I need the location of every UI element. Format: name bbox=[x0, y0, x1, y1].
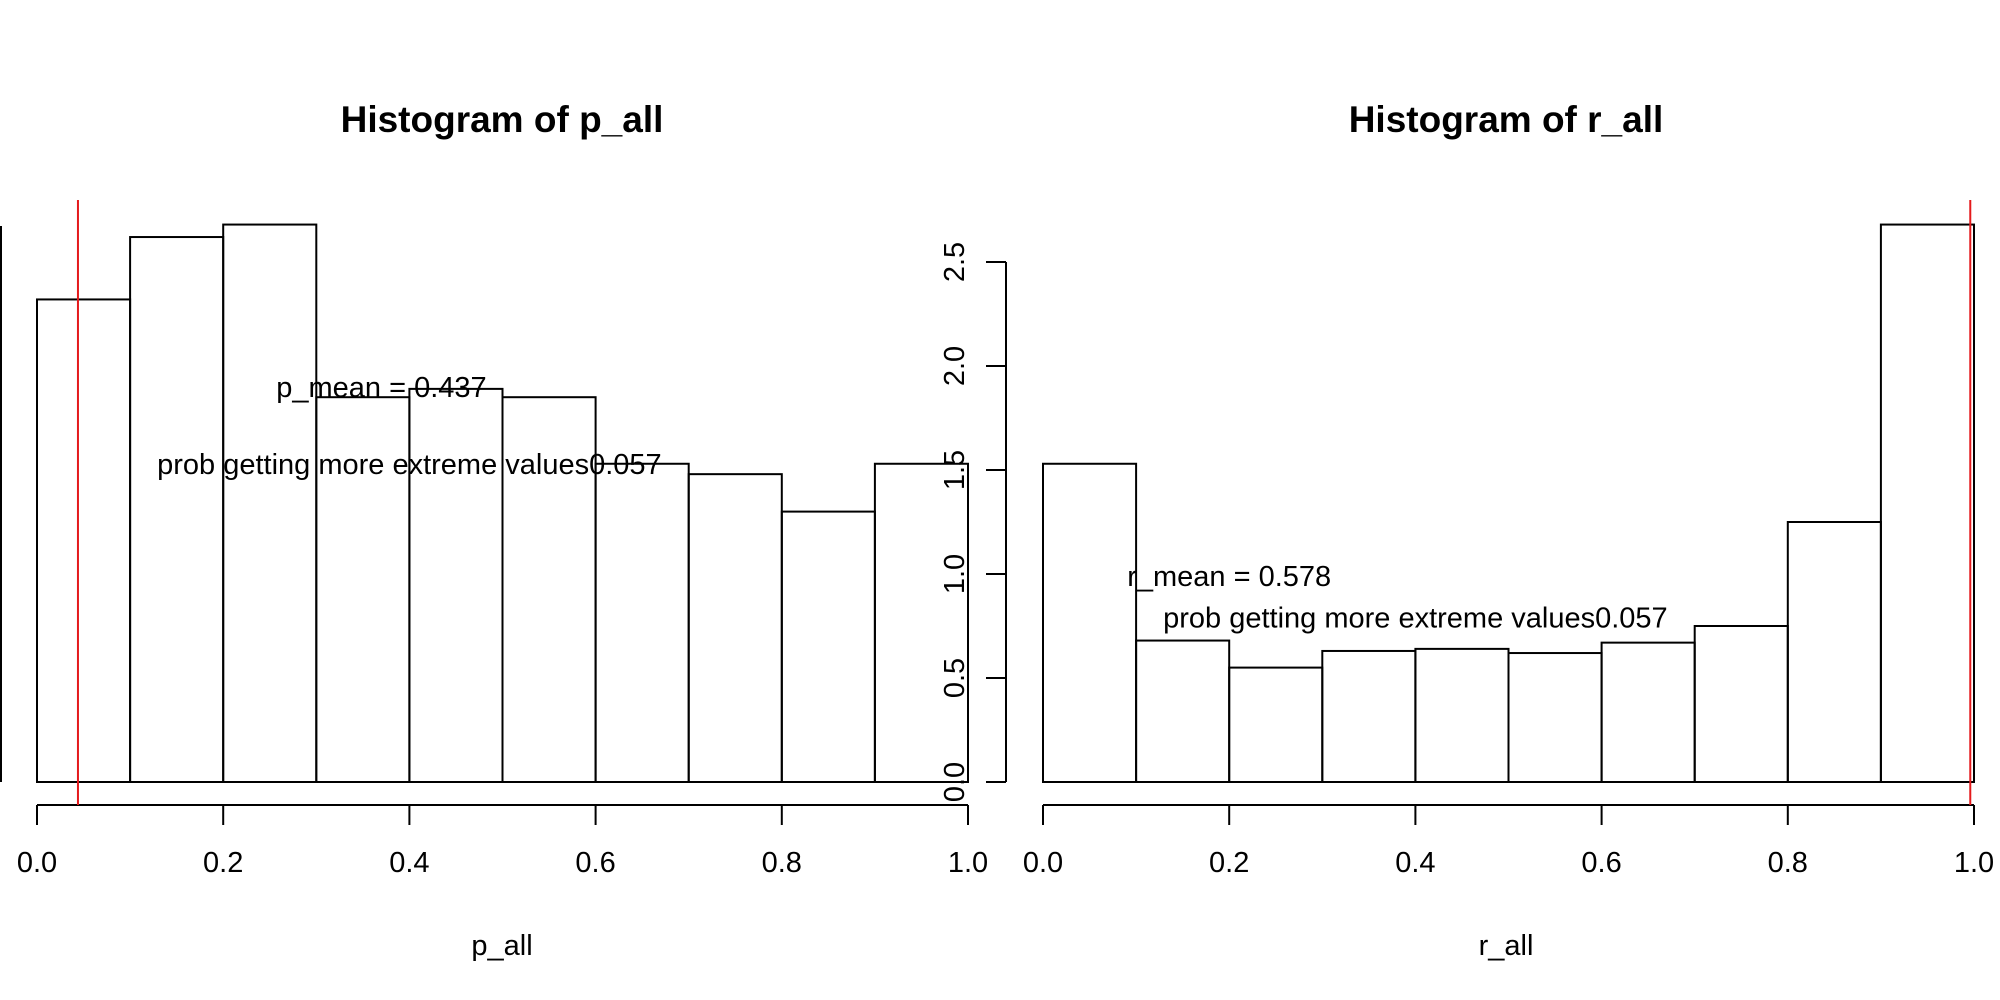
histogram-bar bbox=[1042, 462, 1138, 783]
annotation-text: r_mean = 0.578 bbox=[1127, 561, 1331, 593]
histogram-bar bbox=[594, 462, 690, 783]
histogram-bar bbox=[1135, 639, 1231, 783]
histogram-bar bbox=[1693, 625, 1789, 783]
histogram-r-all-panel: Histogram of r_all r_all 0.0 0.2 0.4 0.6 0.8… bbox=[939, 99, 1994, 962]
histogram-bar bbox=[222, 223, 318, 783]
x-tick-label: 1.0 bbox=[948, 847, 988, 879]
x-tick-label: 0.4 bbox=[389, 847, 429, 879]
histogram-bar bbox=[1507, 652, 1603, 783]
y-tick-label: 2.5 bbox=[939, 242, 971, 282]
y-tick-label: 2.0 bbox=[939, 346, 971, 386]
annotations: p_mean = 0.437 prob getting more extreme … bbox=[157, 372, 662, 481]
histogram-bar bbox=[1228, 666, 1324, 783]
x-tick-label: 0.0 bbox=[1023, 847, 1063, 879]
y-tick-label: 0.5 bbox=[939, 658, 971, 698]
histogram-p-all-panel: Histogram of p_all p_all 0.0 0.2 0.4 0.6 0.8… bbox=[0, 99, 988, 962]
histogram-bar bbox=[780, 510, 876, 783]
chart-title: Histogram of r_all bbox=[1349, 99, 1664, 140]
y-tick-label: 1.5 bbox=[939, 450, 971, 490]
y-tick-label: 1.0 bbox=[939, 554, 971, 594]
chart-title: Histogram of p_all bbox=[341, 99, 664, 140]
histogram-bar bbox=[1321, 649, 1417, 784]
x-axis: 0.0 0.2 0.4 0.6 0.8 1.0 bbox=[17, 804, 988, 879]
annotation-text: prob getting more extreme values0.057 bbox=[1163, 603, 1668, 635]
x-tick-label: 0.8 bbox=[762, 847, 802, 879]
annotation-text: p_mean = 0.437 bbox=[276, 372, 486, 404]
histogram-bar bbox=[36, 298, 132, 783]
x-tick-label: 0.2 bbox=[1209, 847, 1249, 879]
y-axis: 0.0 0.5 1.0 1.5 2.0 2.5 bbox=[939, 242, 1007, 802]
x-tick-label: 0.2 bbox=[203, 847, 243, 879]
annotations: r_mean = 0.578 prob getting more extreme … bbox=[1127, 561, 1667, 635]
x-tick-label: 0.6 bbox=[1581, 847, 1621, 879]
x-tick-label: 0.8 bbox=[1768, 847, 1808, 879]
bars bbox=[1042, 223, 1976, 784]
histogram-bar bbox=[687, 473, 783, 783]
histogram-bar bbox=[1879, 223, 1976, 783]
histogram-bar bbox=[873, 462, 970, 783]
annotation-text: prob getting more extreme values0.057 bbox=[157, 449, 662, 481]
histogram-bar bbox=[1786, 521, 1882, 783]
x-axis-label: p_all bbox=[471, 930, 532, 962]
x-axis-label: r_all bbox=[1479, 930, 1534, 962]
x-tick-label: 1.0 bbox=[1954, 847, 1994, 879]
y-tick-label: 0.0 bbox=[939, 762, 971, 802]
bars bbox=[36, 223, 970, 784]
x-tick-label: 0.0 bbox=[17, 847, 57, 879]
histogram-bar bbox=[1414, 647, 1510, 783]
histogram-bar bbox=[1600, 641, 1696, 784]
x-tick-label: 0.4 bbox=[1395, 847, 1435, 879]
x-axis: 0.0 0.2 0.4 0.6 0.8 1.0 bbox=[1023, 804, 1994, 879]
x-tick-label: 0.6 bbox=[575, 847, 615, 879]
histogram-bar bbox=[129, 236, 225, 784]
